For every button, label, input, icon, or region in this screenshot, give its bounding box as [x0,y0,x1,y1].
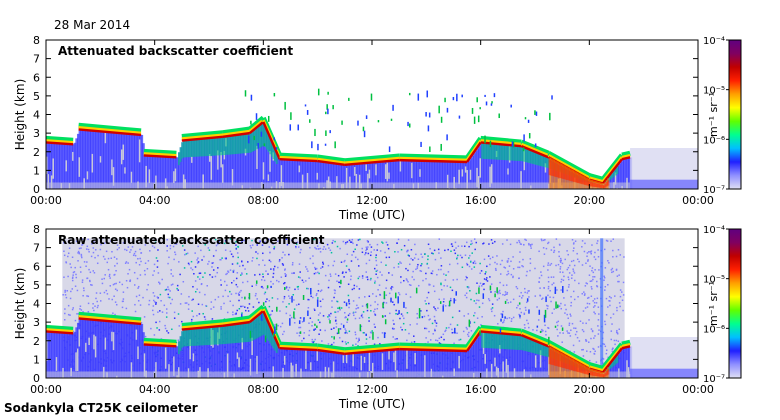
cloud-base-segment [279,158,318,163]
vertical-stripe [600,238,604,378]
x-tick-label: 04:00 [139,383,171,396]
cloud-base-segment [589,178,604,185]
panel-1: Attenuated backscatter coefficient 0 1 2 3 4 5… [13,34,742,222]
y-tick-label: 0 [33,372,40,385]
x-tick-label: 00:00 [30,383,62,396]
cloud-base-segment [601,347,623,374]
colorbar-tick-label: 10⁻⁴ [703,225,725,236]
y-tick-label: 8 [33,34,40,47]
cloud-base-segment [466,141,482,163]
cloud-base-segment [466,330,482,352]
colorbar-units: m⁻¹ sr⁻¹ [707,281,720,326]
cloud-base-segment [480,141,522,148]
x-tick-label: 00:00 [30,194,62,207]
cloud-base-segment [262,310,281,349]
x-tick-label: 04:00 [139,194,171,207]
y-tick-label: 2 [33,335,40,348]
cloud-base-segment [78,317,142,326]
x-tick-label: 12:00 [356,194,388,207]
cloud-base-segment [181,324,223,331]
cloud-base-segment [589,367,604,374]
cloud-base-segment [548,156,590,181]
colorbar-tick-label: 10⁻⁷ [703,185,725,196]
cloud-base-segment [399,158,468,164]
cloud-base-segment [344,347,400,355]
colorbar-tick-label: 10⁻⁵ [703,275,725,286]
x-tick-label: 16:00 [465,194,497,207]
cloud-base-segment [399,347,468,353]
x-tick-label: 00:00 [682,194,714,207]
boundary-layer-band [46,182,631,189]
cloud-base-segment [222,320,250,328]
cloud-base-segment [621,156,631,161]
cloud-base-segment [181,135,223,142]
plot-area-2 [46,229,698,378]
cloud-base-segment [480,330,522,337]
cloud-base-segment [262,121,281,160]
cloud-base-segment [222,131,250,139]
y-tick-label: 1 [33,353,40,366]
panel-2: Raw attenuated backscatter coefficient 0 1… [13,223,742,411]
colorbar-tick-label: 10⁻⁶ [703,135,725,146]
y-tick-label: 4 [33,109,40,122]
date-label: 28 Mar 2014 [54,18,131,32]
colorbar [728,39,742,190]
x-axis-label: Time (UTC) [338,397,405,411]
panel-title: Attenuated backscatter coefficient [58,44,293,58]
cloud-base-segment [46,330,74,335]
cloud-base-segment [143,343,177,348]
y-tick-label: 3 [33,316,40,329]
cloud-base-segment [548,345,590,370]
cloud-base-segment [520,334,550,348]
cloud-base-segment [601,158,623,185]
cloud-base-segment [279,347,318,352]
y-tick-label: 6 [33,71,40,84]
y-tick-label: 1 [33,164,40,177]
cloud-base-segment [143,154,177,159]
x-tick-label: 16:00 [465,383,497,396]
cloud-base-segment [248,121,265,135]
cloud-base-segment [78,128,142,137]
y-tick-label: 4 [33,298,40,311]
colorbar-tick-label: 10⁻⁵ [703,86,725,97]
y-tick-label: 7 [33,53,40,66]
colorbar [728,228,742,379]
colorbar-tick-label: 10⁻⁶ [703,324,725,335]
y-tick-label: 7 [33,242,40,255]
y-tick-label: 0 [33,183,40,196]
y-tick-label: 8 [33,223,40,236]
x-tick-label: 08:00 [247,383,279,396]
colorbar-tick-label: 10⁻⁴ [703,36,725,47]
cloud-base-segment [520,145,550,159]
x-tick-label: 12:00 [356,383,388,396]
boundary-layer-band [46,371,631,378]
y-tick-label: 5 [33,279,40,292]
cloud-base-segment [248,310,265,324]
colorbar-tick-label: 10⁻⁷ [703,374,725,385]
cloud-base-segment [317,348,345,355]
x-axis-label: Time (UTC) [338,208,405,222]
colorbar-units: m⁻¹ sr⁻¹ [707,92,720,137]
x-tick-label: 08:00 [247,194,279,207]
y-tick-label: 5 [33,90,40,103]
y-axis-label: Height (km) [13,268,27,339]
panel-title: Raw attenuated backscatter coefficient [58,233,325,247]
cloud-base-segment [344,158,400,166]
y-tick-label: 6 [33,260,40,273]
plot-area-1 [46,40,698,189]
x-tick-label: 00:00 [682,383,714,396]
x-tick-label: 20:00 [573,194,605,207]
instrument-label: Sodankyla CT25K ceilometer [4,401,198,415]
x-tick-label: 20:00 [573,383,605,396]
cloud-base-segment [621,345,631,350]
y-tick-label: 2 [33,146,40,159]
y-tick-label: 3 [33,127,40,140]
cloud-base-segment [46,141,74,146]
y-axis-label: Height (km) [13,79,27,150]
cloud-base-segment [317,159,345,166]
